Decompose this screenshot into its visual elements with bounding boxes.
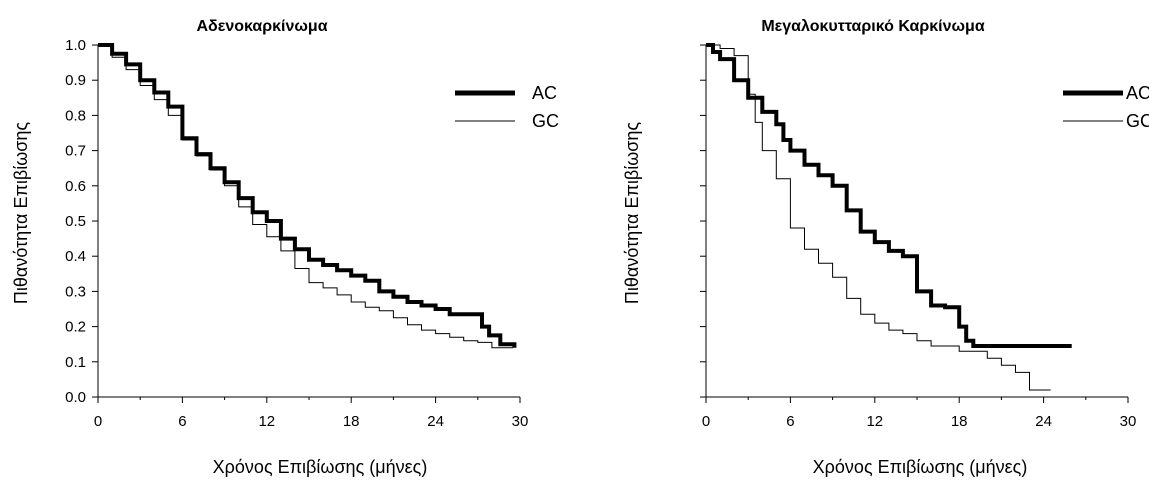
x-tick-label: 30 [1120,413,1137,430]
x-tick-label: 24 [427,413,444,430]
y-tick-label: 0.9 [65,72,86,89]
left-chart-panel: Αδενοκαρκίνωμα Πιθανότητα Επιβίωσης Χρόν… [11,18,559,477]
series-line-gc [98,44,513,349]
x-tick-label: 12 [866,413,883,430]
legend-right: AC GC [1063,83,1149,131]
y-tick-label: 0.3 [65,283,86,300]
x-tick-label: 12 [258,413,275,430]
legend-label-ac: AC [1126,83,1149,103]
y-tick-label: 0.1 [65,354,86,371]
legend-label-gc: GC [1126,111,1149,131]
x-tick-label: 0 [702,413,710,430]
y-tick-label: 0.2 [65,319,86,336]
legend-label-ac: AC [532,83,557,103]
chart-title-right: Μεγαλοκυτταρικό Καρκίνωμα [761,18,984,35]
series-line-ac [706,43,1072,348]
y-axis-label-left: Πιθανότητα Επιβίωσης [11,122,31,305]
legend-left: AC GC [455,83,559,131]
y-tick-label: 0.6 [65,178,86,195]
series-left [98,43,517,349]
x-axis-label-left: Χρόνος Επιβίωσης (μήνες) [213,457,428,477]
y-tick-label: 0.8 [65,107,86,124]
y-tick-label: 1.0 [65,37,86,54]
y-tick-label: 0.5 [65,213,86,230]
x-tick-label: 18 [343,413,360,430]
x-tick-label: 24 [1035,413,1052,430]
x-tick-label: 30 [512,413,529,430]
series-right [706,43,1072,391]
x-tick-label: 0 [94,413,102,430]
axes-right: 0 6 12 18 24 30 [700,44,1137,430]
series-line-ac [98,43,517,348]
y-tick-label: 0.7 [65,143,86,160]
right-chart-panel: Μεγαλοκυτταρικό Καρκίνωμα Πιθανότητα Επι… [622,18,1149,477]
series-line-gc [706,44,1051,391]
y-axis-label-right: Πιθανότητα Επιβίωσης [622,122,642,305]
x-tick-label: 6 [786,413,794,430]
y-tick-label: 0.4 [65,248,86,265]
x-tick-label: 18 [951,413,968,430]
x-axis-label-right: Χρόνος Επιβίωσης (μήνες) [813,457,1028,477]
chart-title-left: Αδενοκαρκίνωμα [196,18,327,35]
axes-left: 0 6 12 18 24 30 0.0 0.1 0.2 0.3 0.4 0.5 0.6 0.7 0.8 0.9… [65,37,528,430]
y-tick-label: 0.0 [65,389,86,406]
legend-label-gc: GC [532,111,559,131]
x-tick-label: 6 [178,413,186,430]
